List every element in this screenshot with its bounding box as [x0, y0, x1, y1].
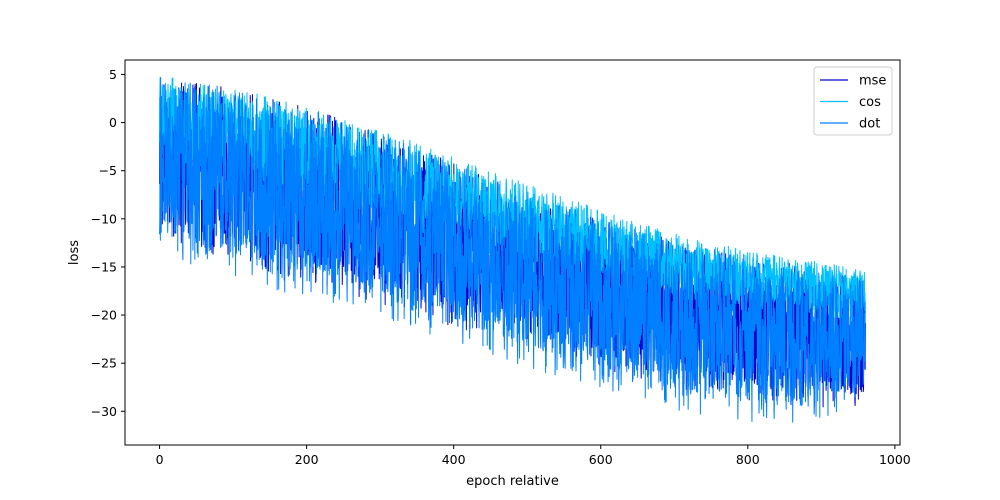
y-tick-label: 0: [109, 115, 117, 130]
y-tick-label: −5: [99, 163, 117, 178]
y-axis-label: loss: [67, 240, 82, 265]
y-tick-label: −20: [91, 308, 117, 323]
y-tick-label: −15: [91, 259, 117, 274]
series-line-dot: [159, 77, 866, 423]
x-tick-label: 1000: [879, 452, 911, 467]
x-axis-label: epoch relative: [466, 474, 559, 489]
plot-area-frame: [124, 59, 901, 446]
x-tick-label: 800: [736, 452, 760, 467]
x-tick-label: 200: [295, 452, 319, 467]
x-tick-label: 600: [589, 452, 613, 467]
legend: mse cos dot: [813, 66, 893, 136]
y-tick-label: −10: [91, 211, 117, 226]
x-tick-label: 0: [156, 452, 164, 467]
y-tick-label: −30: [91, 404, 117, 419]
y-tick-label: −25: [91, 356, 117, 371]
y-axis: 5 0 −5 −10 −15 −20 −25 −30: [91, 67, 125, 419]
x-tick-label: 400: [442, 452, 466, 467]
x-axis: 0 200 400 600 800 1000: [156, 445, 911, 467]
legend-box: [813, 66, 893, 136]
legend-label-mse: mse: [859, 74, 886, 89]
series-layer: [159, 76, 866, 423]
legend-label-dot: dot: [859, 117, 880, 132]
y-tick-label: 5: [109, 67, 117, 82]
legend-label-cos: cos: [859, 95, 881, 110]
